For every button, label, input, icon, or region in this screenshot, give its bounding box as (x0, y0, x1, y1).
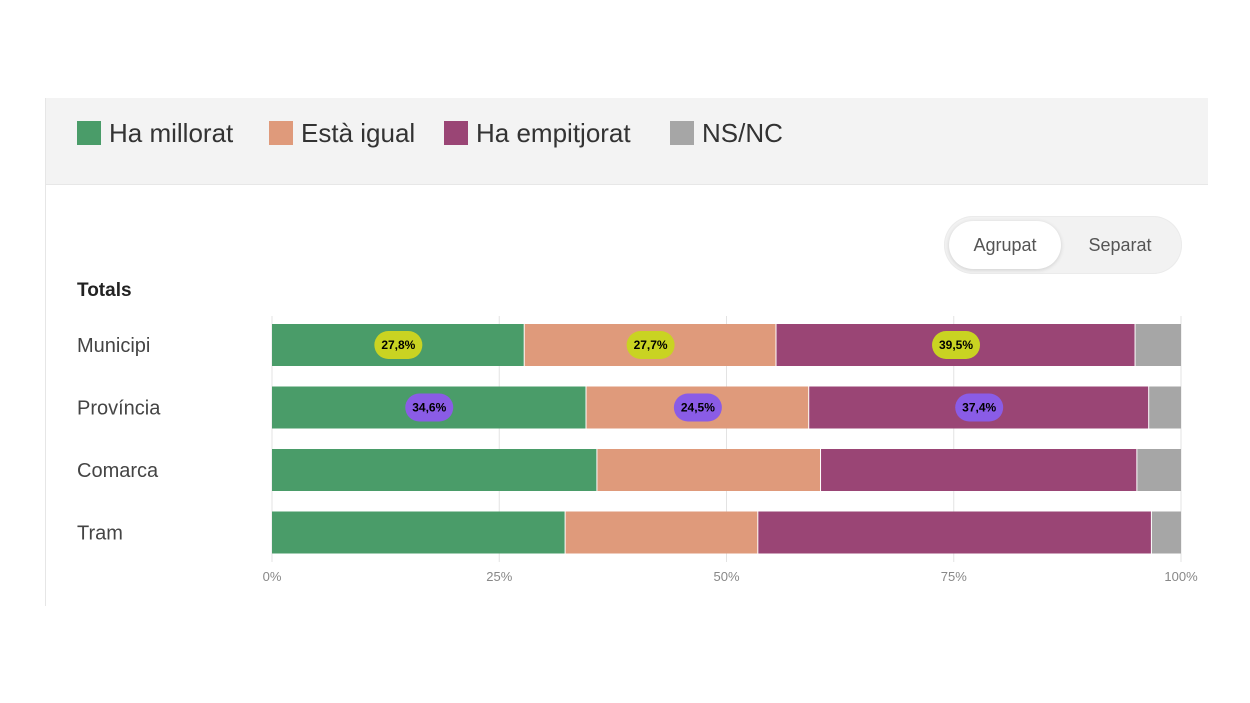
x-tick-label: 100% (1164, 569, 1198, 584)
toggle-agrupat-button[interactable]: Agrupat (949, 221, 1061, 269)
x-tick-label: 75% (941, 569, 967, 584)
bar-segment (821, 449, 1137, 491)
category-label: Comarca (77, 460, 159, 482)
category-label: Província (77, 398, 161, 420)
category-label: Municipi (77, 335, 150, 357)
x-tick-label: 50% (713, 569, 739, 584)
bar-segment (1135, 324, 1181, 366)
bar-segment (272, 511, 565, 554)
data-label: 39,5% (939, 338, 973, 352)
legend-item-ha-millorat[interactable]: Ha millorat (77, 118, 233, 148)
bar-segment (758, 511, 1151, 554)
legend-label: Ha millorat (109, 117, 234, 148)
data-label: 27,7% (634, 338, 668, 352)
section-title: Totals (77, 280, 132, 301)
data-label: 27,8% (381, 338, 415, 352)
data-label: 34,6% (412, 401, 446, 415)
toggle-separat-button[interactable]: Separat (1088, 234, 1152, 255)
legend-item-esta-igual[interactable]: Està igual (269, 118, 415, 148)
legend-swatch (670, 121, 694, 145)
data-label-badge (626, 331, 675, 359)
data-label-badge (932, 331, 981, 359)
legend-swatch (444, 121, 468, 145)
legend-label: NS/NC (702, 117, 783, 148)
data-label-badge (955, 393, 1004, 422)
legend-label: Està igual (301, 117, 416, 148)
legend: Ha millorat Està igual Ha empitjorat NS/… (46, 98, 1208, 185)
data-label-badge (673, 393, 722, 422)
category-label: Tram (77, 523, 123, 545)
bar-segment (597, 449, 821, 491)
legend-item-ns-nc[interactable]: NS/NC (670, 118, 783, 148)
bar-segment (1137, 449, 1181, 491)
x-tick-label: 25% (486, 569, 512, 584)
bar-segment (565, 511, 758, 554)
bar-segment (1151, 511, 1181, 554)
legend-label: Ha empitjorat (476, 117, 631, 148)
legend-item-ha-empitjorat[interactable]: Ha empitjorat (444, 118, 631, 148)
data-label: 37,4% (962, 401, 996, 415)
legend-swatch (77, 121, 101, 145)
legend-swatch (269, 121, 293, 145)
data-label: 24,5% (681, 401, 715, 415)
data-label-badge (374, 331, 423, 359)
x-tick-label: 0% (263, 569, 282, 584)
bar-segment (1149, 386, 1181, 429)
data-label-badge (405, 393, 454, 422)
bar-segment (272, 449, 597, 491)
view-toggle: Agrupat Separat (944, 216, 1182, 274)
